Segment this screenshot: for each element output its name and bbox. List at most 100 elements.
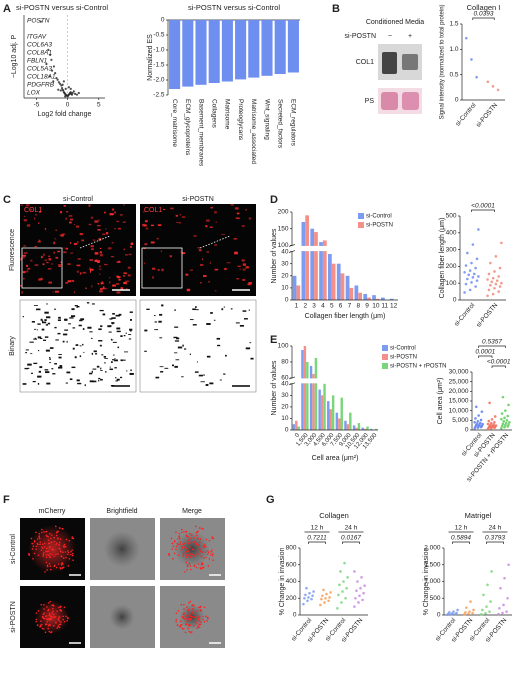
cell <box>30 537 33 540</box>
cell <box>47 535 49 538</box>
cell <box>179 626 181 628</box>
cell <box>45 547 48 550</box>
fiber <box>181 216 186 218</box>
fiber <box>144 220 148 223</box>
fiber <box>125 280 130 282</box>
point <box>486 422 490 426</box>
point <box>56 78 59 81</box>
y-tick-label: 40 <box>281 248 289 255</box>
fiber <box>239 268 241 271</box>
point <box>472 608 475 612</box>
cell <box>39 543 41 546</box>
fiber <box>41 255 43 259</box>
point <box>353 605 356 608</box>
fiber <box>235 322 240 324</box>
fiber <box>24 367 29 370</box>
fiber <box>80 318 85 321</box>
fiber <box>116 291 121 294</box>
x-tick-label: Secreted_factors <box>276 99 283 149</box>
binary-image <box>19 299 137 393</box>
fiber <box>64 329 69 331</box>
fiber <box>68 323 71 325</box>
fiber <box>173 336 178 339</box>
cell <box>50 618 53 620</box>
fiber <box>114 358 116 360</box>
point <box>355 589 358 593</box>
point <box>302 602 305 606</box>
bar <box>314 357 318 430</box>
cell <box>47 617 49 620</box>
fiber <box>144 224 147 227</box>
cell <box>46 606 48 608</box>
fiber <box>38 278 42 281</box>
legend-swatch <box>358 222 364 228</box>
fiber <box>98 379 100 382</box>
fiber <box>117 260 121 263</box>
cell <box>203 620 206 623</box>
point <box>493 270 496 273</box>
point <box>466 251 469 255</box>
fiber <box>47 322 51 325</box>
cell <box>168 554 170 557</box>
cell <box>49 631 52 634</box>
legend-swatch <box>382 354 388 360</box>
significance-bracket <box>478 355 493 358</box>
cell <box>199 538 202 540</box>
bar <box>355 427 358 430</box>
fiber <box>76 264 81 267</box>
cell <box>44 623 47 626</box>
fiber <box>46 316 51 319</box>
fiber <box>125 254 128 256</box>
x-tick-label: Core_matrisome <box>171 99 178 147</box>
fiber <box>42 321 47 324</box>
fiber <box>241 225 245 227</box>
bar <box>195 20 207 85</box>
fiber <box>21 291 23 294</box>
cell <box>200 621 202 623</box>
fiber <box>38 239 41 242</box>
fiber <box>34 217 36 220</box>
fiber <box>102 286 105 289</box>
point <box>474 417 477 420</box>
y-axis-label: % Change in invasion <box>423 548 430 616</box>
fiber <box>22 254 27 257</box>
fiber <box>157 269 160 271</box>
fiber <box>142 223 145 227</box>
point <box>62 89 65 92</box>
fiber <box>123 335 126 337</box>
cell <box>52 610 54 612</box>
fiber <box>91 303 95 305</box>
point <box>506 596 509 600</box>
fiber <box>248 309 250 311</box>
fiber <box>245 347 251 350</box>
fiber <box>74 356 77 359</box>
fiber <box>38 222 40 224</box>
cell <box>208 539 211 542</box>
cell <box>183 603 185 606</box>
fiber <box>185 273 189 276</box>
fiber <box>206 355 211 358</box>
point <box>55 76 58 80</box>
fiber <box>195 306 197 308</box>
cell <box>63 606 66 609</box>
p-value: 0.5894 <box>451 535 471 542</box>
fiber <box>22 383 27 385</box>
cell <box>206 620 208 622</box>
bar <box>274 20 286 74</box>
cell <box>191 604 194 607</box>
group-label: 24 h <box>345 525 358 532</box>
panel-label: C <box>3 194 11 206</box>
p-value: 0.0167 <box>341 535 361 542</box>
fiber <box>214 290 217 292</box>
cell <box>35 545 38 548</box>
p-value: 0.0001 <box>475 349 495 356</box>
fiber <box>241 259 245 262</box>
fiber <box>101 354 104 356</box>
fiber <box>43 253 45 256</box>
fiber <box>65 282 69 284</box>
cell <box>28 554 31 557</box>
cell <box>183 542 186 545</box>
fiber <box>48 258 52 261</box>
fiber <box>171 364 175 367</box>
point <box>323 601 326 604</box>
